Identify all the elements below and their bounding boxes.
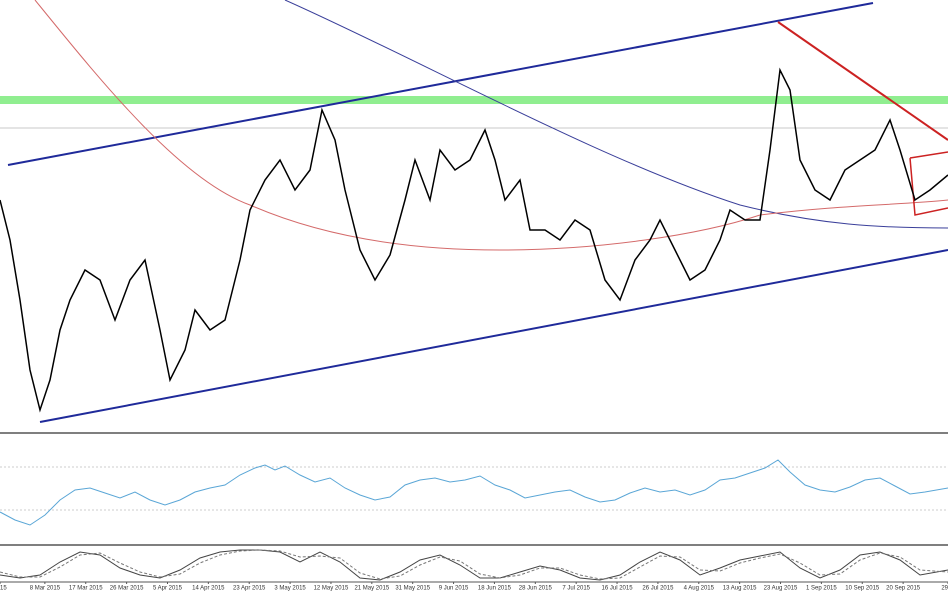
price-trace xyxy=(0,67,948,413)
x-tick-label: 15 xyxy=(0,586,7,592)
x-tick-label: 23 Aug 2015 xyxy=(764,586,798,592)
x-tick-label: 29 xyxy=(941,586,948,592)
x-tick-label: 21 May 2015 xyxy=(354,586,389,592)
x-tick-label: 31 May 2015 xyxy=(395,586,430,592)
channel-top xyxy=(7,2,874,166)
x-tick-label: 8 Mar 2015 xyxy=(30,586,61,592)
x-axis: 15 8 Mar 2015 17 Mar 2015 26 Mar 2015 5 Apr … xyxy=(0,582,948,592)
x-tick-label: 17 Mar 2015 xyxy=(69,586,103,592)
x-tick-label: 26 Jul 2015 xyxy=(642,586,674,592)
x-tick-label: 10 Sep 2015 xyxy=(845,586,880,592)
x-tick-label: 9 Jun 2015 xyxy=(439,586,469,592)
moving-average-short xyxy=(34,0,948,251)
stochastic-signal xyxy=(0,549,948,580)
trend-line xyxy=(777,21,948,141)
x-tick-label: 23 Apr 2015 xyxy=(233,586,266,592)
x-tick-label: 1 Sep 2015 xyxy=(806,586,837,592)
x-tick-label: 7 Jul 2015 xyxy=(562,586,590,592)
moving-average-long xyxy=(284,0,948,229)
x-tick-label: 16 Jul 2015 xyxy=(602,586,634,592)
x-tick-label: 18 Jun 2015 xyxy=(478,586,512,592)
x-tick-label: 13 Aug 2015 xyxy=(723,586,757,592)
rsi-line xyxy=(0,459,948,526)
x-tick-label: 3 May 2015 xyxy=(274,586,306,592)
x-tick-label: 4 Aug 2015 xyxy=(684,586,715,592)
x-tick-label: 12 May 2015 xyxy=(314,586,349,592)
channel-bottom xyxy=(39,249,948,423)
stochastic-main xyxy=(0,549,948,581)
triangle-pattern xyxy=(909,151,948,216)
x-tick-label: 5 Apr 2015 xyxy=(153,586,183,592)
x-tick-label: 28 Jun 2015 xyxy=(519,586,553,592)
x-tick-label: 20 Sep 2015 xyxy=(886,586,921,592)
x-tick-label: 26 Mar 2015 xyxy=(110,586,144,592)
x-tick-label: 14 Apr 2015 xyxy=(192,586,225,592)
